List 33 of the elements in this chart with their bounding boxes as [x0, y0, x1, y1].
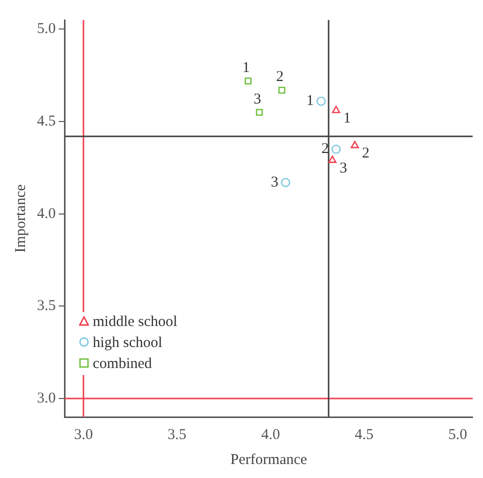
annotation: 2: [362, 146, 370, 162]
point: [332, 106, 340, 114]
x-tick-label: 5.0: [448, 426, 468, 443]
y-tick-label: 4.5: [37, 113, 56, 130]
x-tick-label: 4.0: [261, 426, 280, 443]
point: [280, 178, 290, 188]
point: [278, 86, 286, 94]
x-tick-label: 3.5: [168, 426, 186, 443]
point: [316, 96, 326, 106]
point: [331, 144, 341, 154]
annotation: 2: [276, 69, 284, 86]
x-tick-label: 4.5: [354, 426, 374, 443]
y-tick-label: 3.5: [37, 298, 56, 314]
y-axis-title: Importance: [12, 184, 29, 253]
point: [350, 140, 359, 148]
legend-label: combined: [92, 356, 152, 372]
annotation: 3: [254, 91, 262, 108]
annotation: 1: [343, 110, 351, 126]
annotation: 3: [270, 174, 278, 190]
annotation: 3: [340, 160, 348, 176]
y-tick-label: 4.0: [37, 206, 56, 222]
point: [244, 77, 252, 84]
legend-label: middle school: [92, 314, 178, 330]
legend-label: high school: [92, 335, 162, 351]
point: [256, 108, 263, 116]
annotation: 1: [242, 60, 250, 76]
y-tick-label: 3.0: [37, 390, 56, 406]
annotation: 2: [321, 141, 329, 158]
x-axis-title: Performance: [230, 452, 308, 468]
y-tick-label: 5.0: [37, 21, 56, 38]
x-tick-label: 3.0: [74, 426, 93, 443]
point: [328, 156, 336, 163]
annotation: 1: [306, 93, 314, 110]
